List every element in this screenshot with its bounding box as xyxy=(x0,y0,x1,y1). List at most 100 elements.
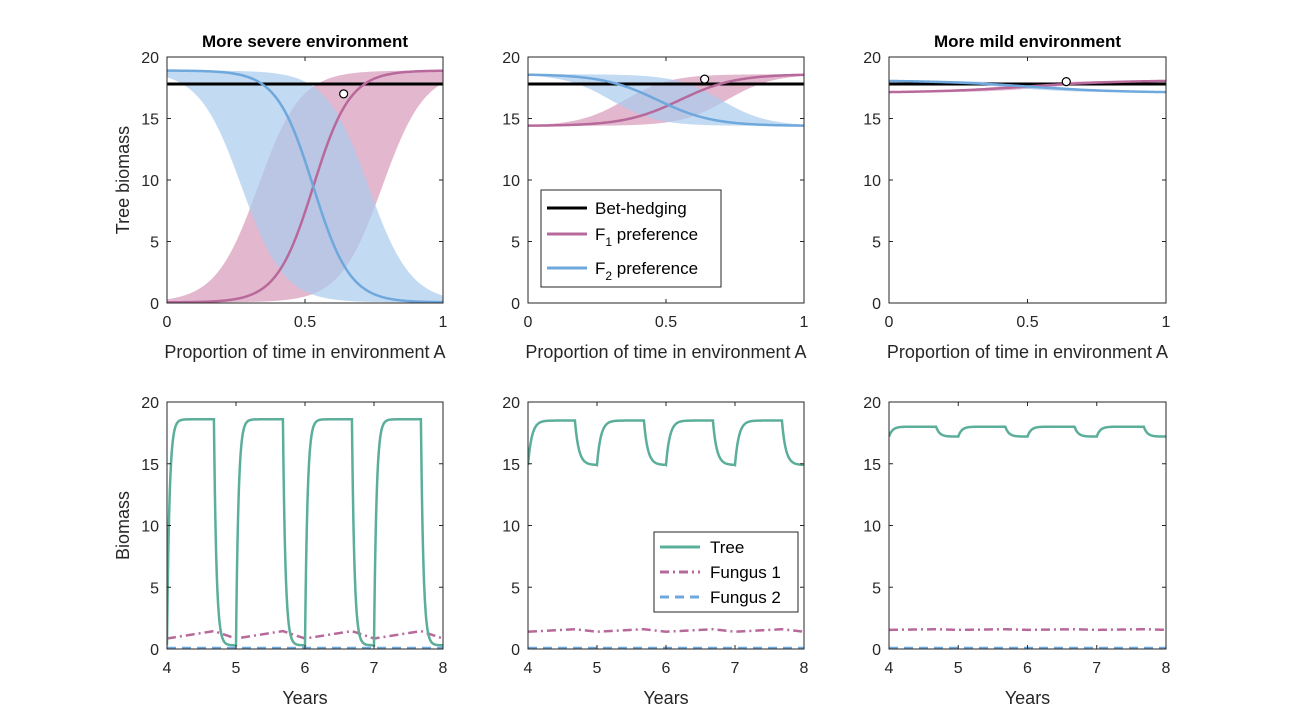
y-tick-label: 0 xyxy=(150,296,159,313)
y-tick-label: 20 xyxy=(141,395,159,412)
f2-range-band xyxy=(167,70,443,303)
y-tick-label: 15 xyxy=(502,457,520,474)
y-tick-label: 20 xyxy=(863,395,881,412)
y-tick-label: 10 xyxy=(863,519,881,536)
f2-preference-line xyxy=(528,73,804,127)
x-axis-label: Proportion of time in environment A xyxy=(164,342,445,362)
x-tick-label: 0.5 xyxy=(294,314,316,331)
y-tick-label: 15 xyxy=(141,112,159,129)
panel-p5: 4 5 6 7 8 0 5 10 15 20 Years Tree Fungus 1 Fungus 2 xyxy=(502,395,808,708)
y-tick-label: 0 xyxy=(872,296,881,313)
f1-preference-line xyxy=(528,73,804,127)
y-tick-label: 5 xyxy=(511,235,520,252)
y-tick-label: 15 xyxy=(863,457,881,474)
x-tick-label: 4 xyxy=(524,660,533,677)
x-tick-label: 7 xyxy=(731,660,740,677)
fungus1-line xyxy=(889,627,1166,632)
legend-label: Bet-hedging xyxy=(595,199,687,218)
optimum-marker xyxy=(1061,76,1071,87)
y-axis-label: Biomass xyxy=(113,491,133,560)
x-tick-label: 8 xyxy=(1162,660,1171,677)
x-tick-label: 8 xyxy=(439,660,448,677)
optimum-marker xyxy=(700,74,710,84)
x-tick-label: 0 xyxy=(163,314,172,331)
legend-label-main: Bet-hedging xyxy=(595,199,687,218)
legend-label-subscript: 2 xyxy=(605,269,612,283)
y-tick-label: 10 xyxy=(502,519,520,536)
y-tick-label: 0 xyxy=(511,296,520,313)
plot-area xyxy=(889,76,1166,94)
x-tick-label: 6 xyxy=(662,660,671,677)
y-tick-label: 5 xyxy=(150,580,159,597)
y-tick-label: 10 xyxy=(141,173,159,190)
plot-area xyxy=(167,418,443,649)
legend-label-main: F xyxy=(595,225,605,244)
x-tick-label: 0 xyxy=(885,314,894,331)
tree-line xyxy=(889,425,1166,438)
y-tick-label: 20 xyxy=(502,395,520,412)
panel-p4: 4 5 6 7 8 0 5 10 15 20 Years Biomass xyxy=(113,395,448,708)
y-tick-label: 5 xyxy=(872,580,881,597)
x-axis-label: Years xyxy=(643,688,688,708)
legend-label-suffix: preference xyxy=(612,259,698,278)
legend-label-suffix: preference xyxy=(612,225,698,244)
legend: Tree Fungus 1 Fungus 2 xyxy=(653,531,799,613)
legend-label-main: F xyxy=(595,259,605,278)
panel-title: More severe environment xyxy=(202,32,408,51)
y-tick-label: 0 xyxy=(150,642,159,659)
x-tick-label: 0.5 xyxy=(655,314,677,331)
x-tick-label: 5 xyxy=(593,660,602,677)
y-tick-label: 20 xyxy=(502,50,520,67)
legend-label: F1 preference xyxy=(595,225,698,249)
x-tick-label: 0.5 xyxy=(1016,314,1038,331)
x-tick-label: 0 xyxy=(524,314,533,331)
axes-box xyxy=(888,56,1167,304)
panel-p6: 4 5 6 7 8 0 5 10 15 20 Years xyxy=(863,395,1170,708)
x-tick-label: 4 xyxy=(885,660,894,677)
plot-area xyxy=(528,73,804,127)
panel-title: More mild environment xyxy=(934,32,1121,51)
y-tick-label: 15 xyxy=(863,112,881,129)
legend-box xyxy=(653,531,799,613)
legend-label: F2 preference xyxy=(595,259,698,283)
legend-label-subscript: 1 xyxy=(605,235,612,249)
y-tick-label: 20 xyxy=(863,50,881,67)
fungus1-line xyxy=(528,627,804,633)
x-tick-label: 7 xyxy=(1092,660,1101,677)
y-tick-label: 20 xyxy=(141,50,159,67)
x-axis-label: Proportion of time in environment A xyxy=(887,342,1168,362)
legend-box xyxy=(540,189,722,288)
f2-preference-line xyxy=(167,69,443,303)
x-tick-label: 6 xyxy=(1023,660,1032,677)
y-tick-label: 5 xyxy=(511,580,520,597)
axes-box xyxy=(888,401,1167,650)
x-tick-label: 5 xyxy=(954,660,963,677)
x-tick-label: 1 xyxy=(439,314,448,331)
tree-line xyxy=(167,418,443,647)
x-tick-label: 8 xyxy=(800,660,809,677)
tree-line xyxy=(528,419,804,467)
x-tick-label: 1 xyxy=(800,314,809,331)
plot-area xyxy=(167,69,443,303)
f2-preference-line xyxy=(889,79,1166,94)
legend-label: Fungus 2 xyxy=(710,588,781,607)
y-tick-label: 0 xyxy=(872,642,881,659)
f2-range-band xyxy=(528,74,804,126)
plot-area xyxy=(889,425,1166,649)
x-tick-label: 1 xyxy=(1162,314,1171,331)
y-axis-label: Tree biomass xyxy=(113,126,133,234)
x-tick-label: 7 xyxy=(370,660,379,677)
f1-preference-line xyxy=(167,69,443,303)
y-tick-label: 10 xyxy=(863,173,881,190)
x-tick-label: 6 xyxy=(301,660,310,677)
x-tick-label: 4 xyxy=(163,660,172,677)
y-tick-label: 15 xyxy=(502,112,520,129)
x-tick-label: 5 xyxy=(232,660,241,677)
legend-label: Fungus 1 xyxy=(710,563,781,582)
y-tick-label: 0 xyxy=(511,642,520,659)
